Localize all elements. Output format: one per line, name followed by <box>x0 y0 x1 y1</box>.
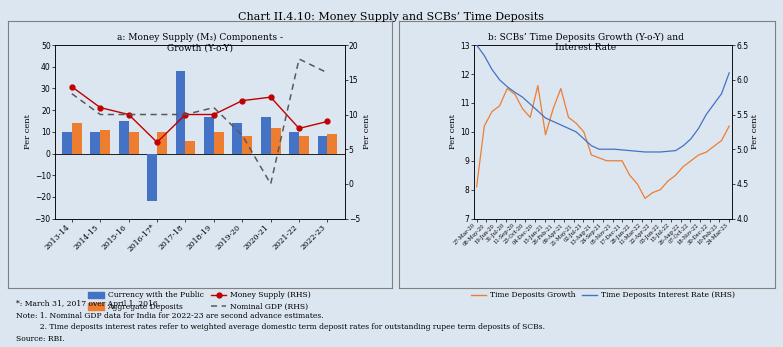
Text: 2. Time deposits interest rates refer to weighted average domestic term deposit : 2. Time deposits interest rates refer to… <box>16 323 545 331</box>
Y-axis label: Per cent: Per cent <box>449 115 457 149</box>
Bar <box>62 132 72 154</box>
Bar <box>186 141 196 154</box>
Bar <box>204 117 214 154</box>
Text: Source: RBI.: Source: RBI. <box>16 335 64 342</box>
Y-axis label: Per cent: Per cent <box>23 115 32 149</box>
Legend: Currency with the Public, Aggregate Deposits, Money Supply (RHS), Nominal GDP (R: Currency with the Public, Aggregate Depo… <box>85 288 314 314</box>
Y-axis label: Per cent: Per cent <box>751 115 760 149</box>
Bar <box>318 136 327 154</box>
Bar <box>147 154 157 201</box>
Bar <box>72 123 81 154</box>
Bar <box>289 132 299 154</box>
Bar <box>128 132 139 154</box>
Bar <box>233 123 242 154</box>
Text: *: March 31, 2017 over April 1, 2016.: *: March 31, 2017 over April 1, 2016. <box>16 300 160 308</box>
Bar <box>175 71 186 154</box>
Text: Chart II.4.10: Money Supply and SCBs’ Time Deposits: Chart II.4.10: Money Supply and SCBs’ Ti… <box>239 12 544 22</box>
Y-axis label: Per cent: Per cent <box>363 115 370 149</box>
Bar <box>261 117 271 154</box>
Bar <box>299 136 309 154</box>
Text: a: Money Supply (M₃) Components -
Growth (Y-o-Y): a: Money Supply (M₃) Components - Growth… <box>117 33 283 52</box>
Bar <box>271 128 280 154</box>
Text: Note: 1. Nominal GDP data for India for 2022-23 are second advance estimates.: Note: 1. Nominal GDP data for India for … <box>16 312 323 320</box>
Text: b: SCBs’ Time Deposits Growth (Y-o-Y) and
Interest Rate: b: SCBs’ Time Deposits Growth (Y-o-Y) an… <box>488 33 684 52</box>
Bar <box>242 136 252 154</box>
Bar <box>214 132 224 154</box>
Bar <box>157 132 167 154</box>
Legend: Time Deposits Growth, Time Deposits Interest Rate (RHS): Time Deposits Growth, Time Deposits Inte… <box>468 288 738 303</box>
Bar <box>100 130 110 154</box>
Bar <box>90 132 100 154</box>
Bar <box>119 121 128 154</box>
Bar <box>327 134 337 154</box>
